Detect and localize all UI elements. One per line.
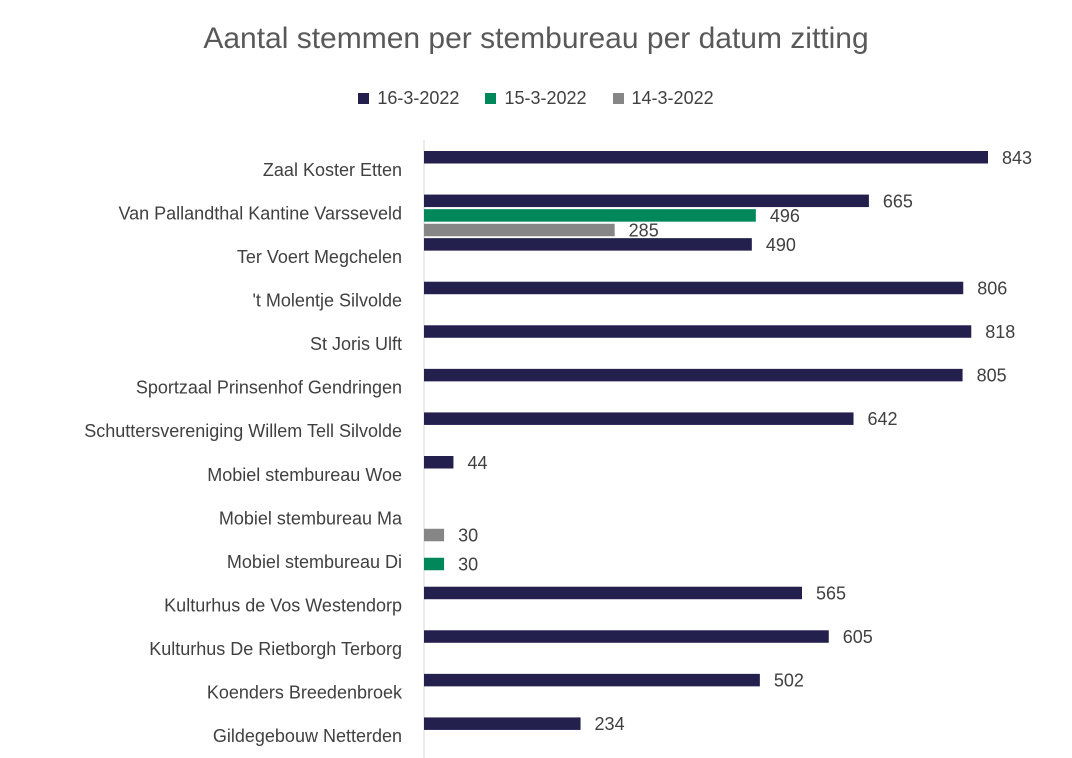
category-label: Koenders Breedenbroek (207, 683, 403, 703)
bar-series-1 (424, 281, 964, 295)
chart-legend: 16-3-2022 15-3-2022 14-3-2022 (0, 88, 1072, 109)
legend-item-series-2: 15-3-2022 (485, 88, 587, 109)
data-label: 806 (977, 278, 1007, 298)
data-label: 818 (985, 322, 1015, 342)
data-label: 502 (774, 671, 804, 691)
category-label: Sportzaal Prinsenhof Gendringen (136, 378, 402, 398)
legend-swatch-series-1 (358, 93, 370, 104)
data-label: 605 (843, 627, 873, 647)
data-label: 805 (977, 366, 1007, 386)
bar-series-3 (424, 223, 615, 237)
data-label: 44 (467, 453, 487, 473)
bar-series-2 (424, 209, 756, 222)
category-label: Mobiel stembureau Di (227, 552, 402, 572)
bar-series-3 (424, 528, 445, 542)
category-label: Gildegebouw Netterden (213, 726, 402, 746)
bar-series-1 (424, 238, 752, 251)
legend-item-series-1: 16-3-2022 (358, 88, 459, 109)
bar-series-1 (424, 673, 760, 687)
data-label: 565 (816, 583, 846, 603)
category-label: Zaal Koster Etten (263, 160, 402, 180)
data-label: 30 (458, 554, 478, 574)
data-label: 642 (868, 409, 898, 429)
legend-label-series-1: 16-3-2022 (377, 88, 460, 108)
category-label: Van Pallandthal Kantine Varsseveld (118, 203, 402, 223)
category-label: Kulturhus De Rietborgh Terborg (149, 639, 402, 659)
category-label: Schuttersvereniging Willem Tell Silvolde (84, 421, 402, 441)
bar-series-1 (424, 412, 854, 425)
data-label: 665 (883, 191, 913, 211)
data-label: 234 (595, 714, 625, 734)
legend-item-series-3: 14-3-2022 (612, 88, 714, 109)
bar-series-1 (424, 194, 869, 208)
bar-series-1 (424, 368, 963, 382)
category-label: 't Molentje Silvolde (252, 291, 402, 311)
chart-title: Aantal stemmen per stembureau per datum … (203, 22, 869, 55)
category-label: Ter Voert Megchelen (237, 247, 402, 267)
data-label: 490 (766, 235, 796, 255)
data-label: 30 (458, 526, 478, 546)
bar-series-1 (424, 151, 988, 164)
bar-series-2 (424, 557, 445, 571)
category-label: Kulturhus de Vos Westendorp (164, 596, 402, 616)
category-label: Mobiel stembureau Ma (219, 508, 403, 528)
legend-swatch-series-2 (485, 93, 497, 104)
bar-series-1 (424, 586, 803, 600)
legend-label-series-2: 15-3-2022 (504, 88, 587, 108)
category-label: St Joris Ulft (310, 334, 402, 354)
bar-series-1 (424, 630, 829, 643)
category-label: Mobiel stembureau Woe (207, 465, 402, 485)
data-label: 843 (1002, 148, 1032, 168)
bar-series-1 (424, 456, 454, 469)
legend-label-series-3: 14-3-2022 (631, 88, 714, 108)
data-label: 285 (629, 221, 659, 241)
bar-series-1 (424, 325, 972, 338)
data-label: 496 (770, 206, 800, 226)
legend-swatch-series-3 (612, 93, 624, 104)
bar-series-1 (424, 717, 581, 730)
